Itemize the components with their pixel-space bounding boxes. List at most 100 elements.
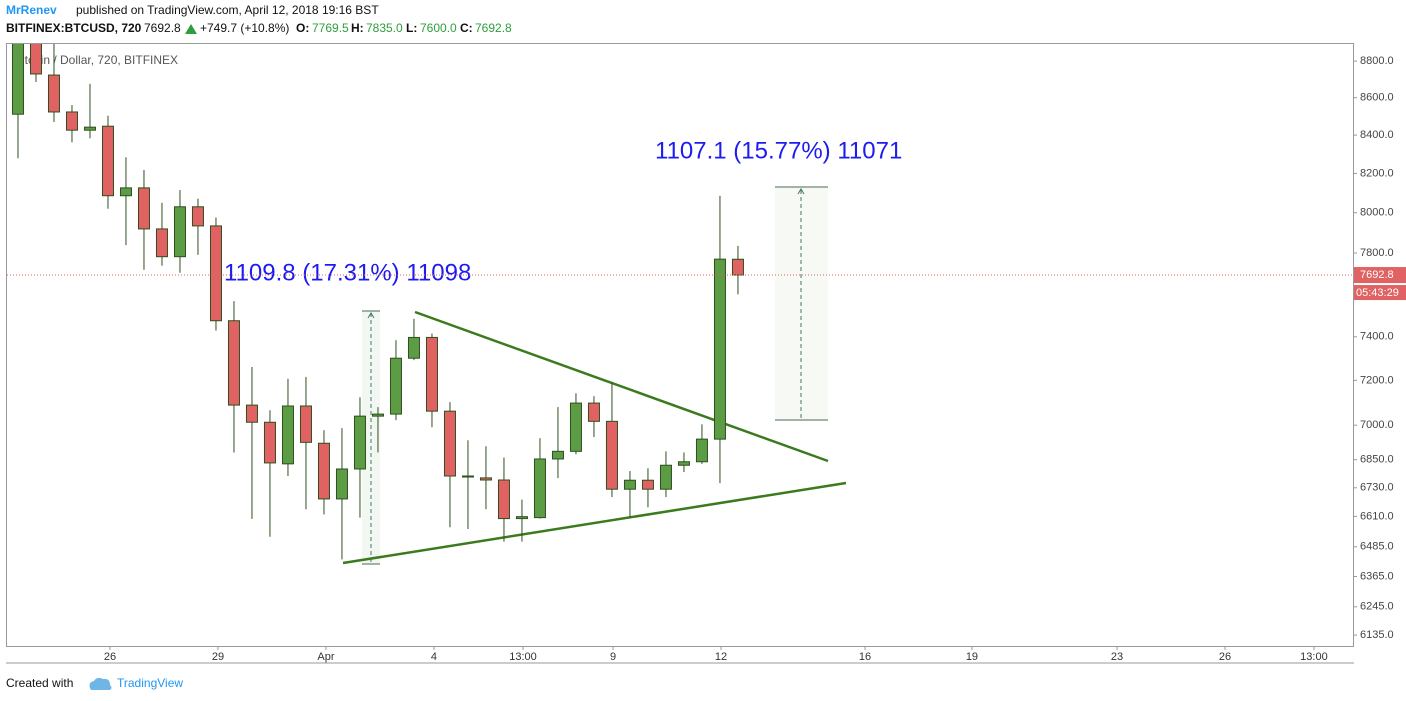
candle-body [317, 442, 330, 500]
plot-area [11, 44, 744, 560]
candle-body [101, 125, 114, 197]
arrow-head [367, 312, 375, 319]
candle-body [83, 126, 96, 131]
y-tick-label: 6850.0 [1360, 454, 1394, 466]
candle-body [335, 468, 348, 500]
candle-body [389, 357, 402, 415]
ohlc-value: 7600.0 [420, 21, 457, 35]
ohlc-label: C: [460, 21, 473, 35]
y-tick-label: 8800.0 [1360, 55, 1394, 67]
y-tick-label: 6730.0 [1360, 482, 1394, 494]
chart-title: Bitcoin / Dollar, 720, BITFINEX [14, 53, 178, 67]
plot-frame [6, 43, 1354, 647]
candle-body [605, 420, 618, 490]
candle-body [641, 479, 654, 490]
author[interactable]: MrRenev [6, 3, 57, 17]
candle-body [695, 438, 708, 463]
countdown-label: 05:43:29 [1356, 287, 1399, 299]
x-tick-label: 13:00 [1300, 651, 1328, 663]
y-tick-label: 6135.0 [1360, 629, 1394, 641]
candle-body [371, 413, 384, 417]
up-arrow [185, 24, 197, 34]
candle-body [461, 475, 474, 478]
x-tick-label: 4 [431, 651, 437, 663]
candle-body [425, 336, 438, 412]
candle-body [245, 404, 258, 423]
candle-body [407, 336, 420, 359]
footer-brand[interactable]: TradingView [117, 676, 183, 690]
drawings [342, 186, 847, 565]
last-price-box [1354, 267, 1406, 284]
candle-body [137, 187, 150, 230]
x-tick-label: 12 [715, 651, 727, 663]
candle-body [515, 516, 528, 520]
ohlc-label: O: [296, 21, 309, 35]
y-tick-label: 7200.0 [1360, 374, 1394, 386]
measure-box [362, 311, 380, 564]
last-price-label: 7692.8 [1360, 269, 1394, 281]
ohlc-label: H: [351, 21, 364, 35]
candle-body [443, 410, 456, 477]
y-tick-label: 6485.0 [1360, 541, 1394, 553]
countdown-box [1354, 285, 1406, 301]
y-tick-label: 6245.0 [1360, 601, 1394, 613]
candle-body [497, 479, 510, 520]
symbol: BITFINEX:BTCUSD, 720 [6, 21, 142, 35]
candle-body [155, 228, 168, 258]
x-tick-label: 29 [212, 651, 224, 663]
candle-body [65, 111, 78, 131]
ohlc-value: 7835.0 [366, 21, 403, 35]
annotation: 1107.1 (15.77%) 11071 [655, 137, 902, 164]
candle-body [623, 479, 636, 490]
candle-body [659, 464, 672, 490]
candle-body [353, 415, 366, 470]
candle-body [569, 402, 582, 452]
annotation: 1109.8 (17.31%) 11098 [224, 259, 471, 286]
trend-line [414, 310, 829, 463]
x-tick-label: 23 [1111, 651, 1123, 663]
candle-body [47, 74, 60, 113]
candle-body [119, 187, 132, 197]
candle-body [227, 320, 240, 406]
y-tick-label: 7000.0 [1360, 419, 1394, 431]
candle-body [479, 477, 492, 481]
y-tick-label: 8600.0 [1360, 92, 1394, 104]
y-tick-label: 8200.0 [1360, 167, 1394, 179]
candle-body [533, 458, 546, 519]
x-tick-label: 26 [1219, 651, 1231, 663]
published: published on TradingView.com, April 12, … [76, 3, 379, 17]
x-tick-label: Apr [317, 651, 334, 663]
candle-body [11, 44, 24, 115]
x-tick-label: 13:00 [509, 651, 537, 663]
candle-body [209, 225, 222, 322]
footer-created: Created with [6, 676, 73, 690]
candle-body [173, 206, 186, 258]
x-tick-label: 16 [859, 651, 871, 663]
y-tick-label: 8000.0 [1360, 207, 1394, 219]
y-tick-label: 8400.0 [1360, 129, 1394, 141]
candle-body [299, 405, 312, 443]
ohlc-label: L: [406, 21, 417, 35]
y-tick-label: 6365.0 [1360, 570, 1394, 582]
ohlc-value: 7692.8 [475, 21, 512, 35]
x-tick-label: 9 [610, 651, 616, 663]
candle-body [281, 405, 294, 465]
y-tick-label: 7400.0 [1360, 331, 1394, 343]
arrow-head [797, 188, 805, 195]
y-tick-label: 7800.0 [1360, 247, 1394, 259]
ohlc-value: 7769.5 [312, 21, 349, 35]
last: 7692.8 [144, 21, 181, 35]
candle-body [713, 258, 726, 440]
candle-body [731, 258, 744, 276]
x-tick-label: 26 [104, 651, 116, 663]
y-tick-label: 6610.0 [1360, 510, 1394, 522]
logo [89, 677, 112, 690]
candle-body [587, 402, 600, 422]
trend-line [342, 481, 847, 565]
candle-body [29, 44, 42, 75]
x-tick-label: 19 [966, 651, 978, 663]
change: +749.7 (+10.8%) [200, 21, 289, 35]
candle-body [551, 450, 564, 460]
candle-body [263, 421, 276, 464]
